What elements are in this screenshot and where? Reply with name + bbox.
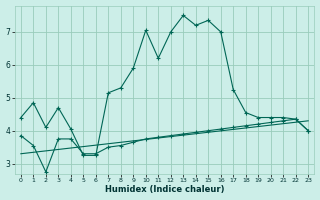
X-axis label: Humidex (Indice chaleur): Humidex (Indice chaleur) [105, 185, 224, 194]
